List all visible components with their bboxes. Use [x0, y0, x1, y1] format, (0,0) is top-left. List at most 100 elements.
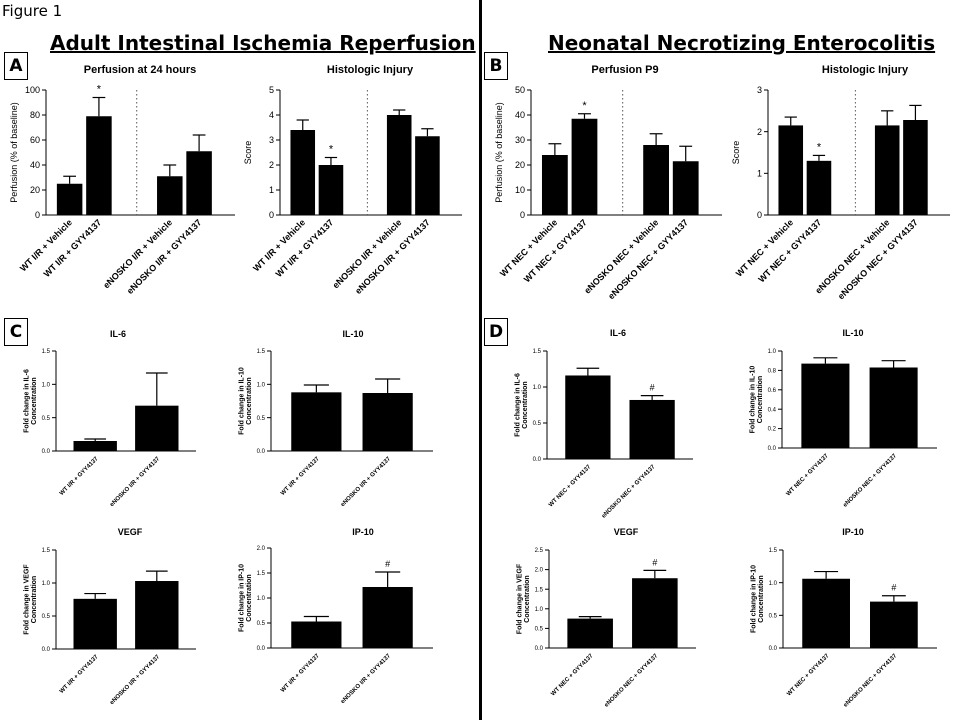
y-tick-label-c2: 0.0	[257, 449, 266, 455]
y-tick-label-b1: 40	[515, 110, 525, 120]
y-tick-label-b2: 1	[757, 168, 762, 178]
y-tick-label-d4: 1.0	[769, 581, 778, 587]
y-tick-label-d3: 0.5	[535, 627, 544, 633]
y-tick-label-a2: 2	[269, 160, 274, 170]
y-tick-label-a2: 5	[269, 85, 274, 95]
y-tick-label-b2: 3	[757, 85, 762, 95]
heading-left: Adult Intestinal Ischemia Reperfusion	[50, 31, 476, 55]
y-tick-label-c1: 1.5	[42, 349, 51, 355]
y-axis-label-b2: Score	[731, 141, 741, 165]
section-divider	[479, 0, 482, 720]
bar-d1	[629, 399, 675, 459]
y-tick-label-b2: 0	[757, 210, 762, 220]
bar-b2	[874, 125, 900, 215]
bar-a2	[386, 115, 412, 215]
panel-label-a: A	[4, 52, 28, 80]
y-tick-label-c2: 1.0	[257, 382, 266, 388]
bar-b1	[672, 161, 699, 215]
category-label-a1: WT I/R + GYY4137	[42, 217, 104, 279]
y-tick-label-d3: 2.0	[535, 568, 544, 574]
category-label-a1: WT I/R + Vehicle	[18, 217, 74, 273]
y-axis-label-a1: Perfusion (% of baseline)	[9, 102, 19, 203]
panel-label-d: D	[484, 318, 508, 346]
y-tick-label-d4: 0.5	[769, 613, 778, 619]
y-tick-label-d3: 1.5	[535, 587, 544, 593]
bar-b1	[643, 145, 669, 215]
y-tick-label-d2: 0.2	[768, 427, 777, 433]
significance-mark-b1: *	[582, 100, 587, 112]
bar-a2	[415, 136, 440, 215]
y-tick-label-b1: 0	[520, 210, 525, 220]
category-label-a2: WT I/R + Vehicle	[251, 217, 307, 273]
y-tick-label-a1: 20	[30, 185, 40, 195]
category-label-d4: WT NEC + GYY4137	[786, 653, 831, 698]
y-tick-label-d1: 1.0	[533, 385, 542, 391]
chart-title-c4: IP-10	[352, 527, 374, 537]
bar-b1	[571, 118, 598, 215]
bar-a1	[56, 183, 83, 215]
y-tick-label-a1: 60	[30, 135, 40, 145]
y-tick-label-a2: 0	[269, 210, 274, 220]
y-tick-label-d2: 0.8	[768, 369, 777, 375]
y-tick-label-c4: 0.0	[257, 646, 266, 652]
chart-title-c2: IL-10	[342, 329, 363, 339]
y-tick-label-a1: 0	[35, 210, 40, 220]
y-tick-label-c4: 1.5	[257, 571, 266, 577]
y-tick-label-c4: 2.0	[257, 546, 266, 552]
y-tick-label-b1: 50	[515, 85, 525, 95]
category-label-d4: eNOSKO NEC + GYY4137	[843, 653, 899, 709]
y-tick-label-d1: 0.5	[533, 421, 542, 427]
chart-title-b2: Histologic Injury	[822, 64, 909, 76]
category-label-c4: WT I/R + GYY4137	[280, 653, 321, 694]
category-label-d1: eNOSKO NEC + GYY4137	[601, 464, 657, 520]
y-tick-label-c3: 0.5	[42, 614, 51, 620]
panel-label-b: B	[484, 52, 508, 80]
significance-mark-d3: #	[652, 557, 657, 567]
y-tick-label-c2: 1.5	[257, 349, 266, 355]
y-tick-label-d2: 0.4	[768, 407, 777, 413]
y-axis-label-c2: Fold change in IL-10Concentration	[238, 367, 253, 435]
category-label-d3: eNOSKO NEC + GYY4137	[604, 653, 660, 709]
bar-a1	[157, 176, 183, 215]
y-axis-label-c4: Fold change in IP-10Concentration	[238, 564, 253, 632]
chart-title-a2: Histologic Injury	[327, 64, 414, 76]
bar-c2	[291, 392, 342, 451]
y-tick-label-b1: 30	[515, 135, 525, 145]
category-label-c1: WT I/R + GYY4137	[59, 456, 100, 497]
chart-title-c3: VEGF	[118, 527, 143, 537]
y-tick-label-c1: 0.0	[42, 449, 51, 455]
bar-b1	[541, 155, 568, 215]
bar-d2	[869, 367, 918, 448]
category-label-c2: WT I/R + GYY4137	[280, 456, 321, 497]
category-label-d3: WT NEC + GYY4137	[550, 653, 595, 698]
y-tick-label-d3: 2.5	[535, 548, 544, 554]
bar-c2	[362, 393, 413, 451]
heading-right: Neonatal Necrotizing Enterocolitis	[548, 31, 936, 55]
y-tick-label-a1: 100	[25, 85, 40, 95]
significance-mark-a1: *	[97, 84, 102, 96]
chart-title-d2: IL-10	[842, 328, 863, 338]
significance-mark-d4: #	[891, 583, 896, 593]
y-tick-label-d2: 0.0	[768, 446, 777, 452]
y-tick-label-b2: 2	[757, 127, 762, 137]
y-tick-label-b1: 10	[515, 185, 525, 195]
y-tick-label-d1: 0.0	[533, 457, 542, 463]
category-label-d2: WT NEC + GYY4137	[786, 453, 831, 498]
bar-d2	[801, 363, 850, 448]
bar-b2	[806, 160, 832, 215]
category-label-c3: WT I/R + GYY4137	[59, 654, 100, 695]
category-label-d1: WT NEC + GYY4137	[548, 464, 593, 509]
significance-mark-d1: #	[650, 383, 655, 393]
y-tick-label-d1: 1.5	[533, 349, 542, 355]
bar-a1	[186, 151, 212, 215]
y-tick-label-a2: 1	[269, 185, 274, 195]
y-axis-label-d1: Fold change in IL-6Concentration	[514, 373, 529, 437]
category-label-c3: eNOSKO I/R + GYY4137	[109, 654, 161, 706]
significance-mark-c4: #	[385, 559, 390, 569]
y-axis-label-c3: Fold change in VEGFConcentration	[23, 564, 38, 635]
chart-title-b1: Perfusion P9	[591, 64, 658, 76]
y-axis-label-d3: Fold change in VEGFConcentration	[516, 563, 531, 634]
significance-mark-a2: *	[329, 144, 334, 156]
y-tick-label-c2: 0.5	[257, 416, 266, 422]
